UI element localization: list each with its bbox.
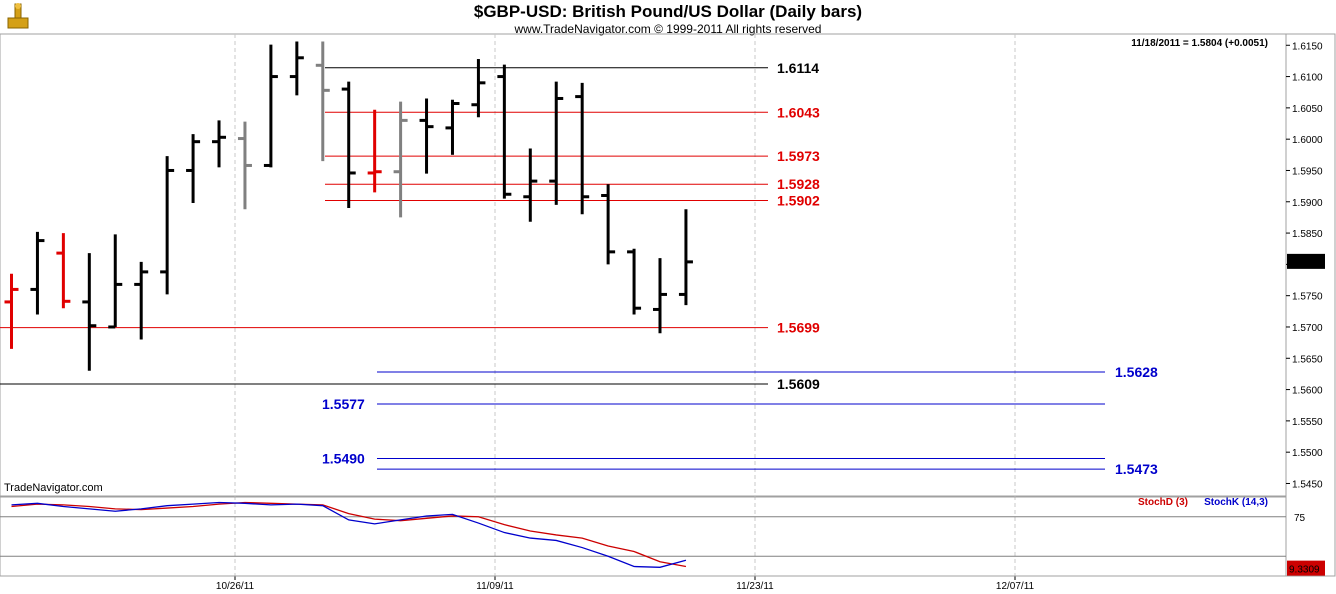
level-label: 1.5473	[1115, 461, 1158, 477]
ohlc-bar	[134, 261, 149, 340]
x-tick-label: 11/09/11	[476, 581, 514, 592]
y-tick-label: 1.5550	[1292, 417, 1323, 428]
level-label: 1.5628	[1115, 364, 1158, 380]
y-tick-label: 1.5450	[1292, 479, 1323, 490]
y-tick-label: 1.6100	[1292, 73, 1323, 84]
ohlc-bar	[445, 99, 460, 155]
ohlc-bar	[393, 101, 408, 218]
ohlc-bar	[367, 109, 382, 193]
x-tick-label: 10/26/11	[216, 581, 255, 592]
chart-title: $GBP-USD: British Pound/US Dollar (Daily…	[474, 2, 862, 21]
ohlc-bar	[523, 148, 538, 222]
stoch-last-value-tag	[1287, 560, 1325, 576]
ohlc-bar	[212, 120, 227, 168]
level-label: 1.5490	[322, 450, 365, 466]
level-label: 1.5577	[322, 396, 365, 412]
ohlc-bar	[471, 59, 486, 118]
x-tick-label: 11/23/11	[736, 581, 774, 592]
level-label: 1.5609	[777, 376, 820, 392]
ohlc-bar	[419, 98, 434, 174]
y-tick-label: 1.5950	[1292, 166, 1323, 177]
y-tick-label: 1.5500	[1292, 448, 1323, 459]
ohlc-bar	[575, 82, 590, 215]
stoch-last-value-label: 9.3309	[1289, 565, 1320, 576]
price-panel[interactable]: 10/26/11 11/09/11 11/23/11 12/07/11 1.6150 1.…	[0, 33, 1336, 592]
ohlc-bar	[653, 258, 667, 334]
stoch-d-legend: StochD (3)	[1138, 497, 1188, 508]
level-label: 1.6114	[777, 60, 819, 76]
price-axis	[1285, 33, 1336, 577]
ohlc-bar	[315, 41, 330, 162]
y-tick-label: 1.5600	[1292, 386, 1323, 397]
last-price-tag	[1287, 253, 1325, 269]
stoch-y-tick-label: 75	[1294, 513, 1306, 524]
ohlc-bar	[186, 134, 201, 204]
level-label: 1.5928	[777, 176, 820, 192]
y-tick-label: 1.6000	[1292, 135, 1323, 146]
level-label: 1.5699	[777, 320, 820, 336]
x-tick-label: 12/07/11	[996, 581, 1035, 592]
ohlc-bar	[549, 81, 564, 205]
ohlc-bar	[108, 234, 123, 329]
ohlc-bar	[160, 156, 175, 295]
level-label: 1.6043	[777, 104, 820, 120]
stoch-legend: StochD (3) StochK (14,3)	[1138, 497, 1268, 508]
y-tick-label: 1.5850	[1292, 229, 1323, 240]
stoch-k-line	[11, 501, 687, 568]
ohlc-bar	[627, 248, 642, 315]
stoch-panel-frame	[0, 496, 1287, 577]
ohlc-bar	[289, 41, 304, 96]
ohlc-bar	[263, 44, 278, 168]
copyright-text: www.TradeNavigator.com © 1999-2011 All r…	[514, 22, 822, 36]
y-tick-label: 1.5700	[1292, 323, 1323, 334]
stochastic-panel[interactable]: 75 9.3309	[0, 496, 1325, 577]
y-tick-label: 1.5650	[1292, 354, 1323, 365]
last-price-readout: 11/18/2011 = 1.5804 (+0.0051)	[1131, 38, 1268, 49]
ohlc-bar	[30, 231, 45, 315]
ohlc-bar	[82, 253, 97, 371]
ohlc-bar	[341, 81, 356, 209]
stoch-k-legend: StochK (14,3)	[1204, 497, 1268, 508]
ohlc-bar	[497, 64, 512, 199]
ohlc-bar	[601, 184, 616, 265]
last-price-label: 1.5804	[1289, 258, 1320, 269]
y-tick-label: 1.5750	[1292, 292, 1323, 303]
ohlc-bar	[56, 233, 71, 309]
ohlc-bar	[4, 273, 19, 349]
watermark-text: TradeNavigator.com	[4, 482, 103, 494]
y-tick-label: 1.6150	[1292, 41, 1323, 52]
level-label: 1.5973	[777, 148, 820, 164]
ohlc-bar	[237, 121, 252, 210]
y-tick-label: 1.5900	[1292, 198, 1323, 209]
y-tick-label: 1.6050	[1292, 104, 1323, 115]
trade-navigator-logo-icon	[7, 3, 29, 29]
price-panel-frame	[0, 33, 1287, 497]
ohlc-bar	[678, 209, 693, 306]
level-label: 1.5902	[777, 193, 820, 209]
stoch-d-line	[11, 501, 687, 568]
